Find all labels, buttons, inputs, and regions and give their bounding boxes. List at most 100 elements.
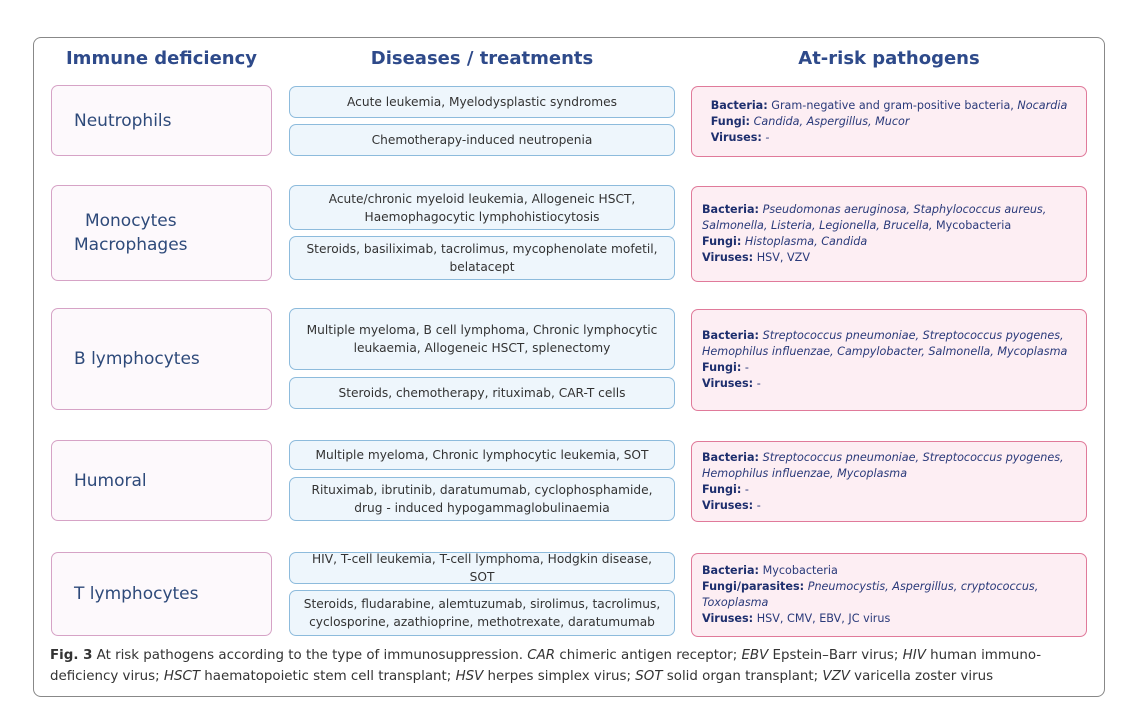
pathogen-label: Bacteria: [702,450,760,464]
deficiency-line: B lymphocytes [74,349,200,369]
deficiency-line: T lymphocytes [74,584,199,604]
pathogen-text: - [756,377,761,390]
pathogen-label: Fungi: [702,482,742,496]
pathogen-label: Viruses: [702,377,754,390]
caption-text: EBV [741,648,769,663]
caption-text: HIV [902,648,926,663]
pathogen-box: Bacteria: Streptococcus pneumoniae, Stre… [691,309,1087,411]
caption-text: Fig. 3 [50,648,93,663]
disease-text: Acute/chronic myeloid leukemia, Allogene… [328,191,636,224]
pathogen-box: Bacteria: Pseudomonas aeruginosa, Staphy… [691,186,1087,282]
figure-frame [33,37,1105,697]
pathogen-text: Streptococcus pneumoniae, Streptococcus … [702,329,1068,358]
pathogen-line: Viruses: - [711,130,1068,146]
pathogen-label: Viruses: [702,498,754,512]
pathogen-line: Fungi: Histoplasma, Candida [702,234,1076,250]
deficiency-label: Neutrophils [74,109,172,133]
deficiency-box: T lymphocytes [51,552,272,636]
disease-text: HIV, T-cell leukemia, T-cell lymphoma, H… [312,552,652,584]
pathogen-label: Bacteria: [710,98,768,112]
pathogen-line: Fungi/parasites: Pneumocystis, Aspergill… [702,579,1076,611]
caption-text: HSCT [163,669,201,684]
pathogen-text: HSV, CMV, EBV, JC virus [756,612,891,625]
disease-box: Steroids, fludarabine, alemtuzumab, siro… [289,590,675,636]
deficiency-line: Macrophages [74,235,188,255]
pathogen-text: Pneumocystis, Aspergillus, cryptococcus,… [702,580,1039,609]
pathogen-label: Fungi: [702,361,742,374]
pathogen-line: Viruses: HSV, CMV, EBV, JC virus [702,611,1076,627]
pathogen-line: Fungi: - [702,482,1076,498]
pathogen-list: Bacteria: Streptococcus pneumoniae, Stre… [702,328,1076,392]
pathogen-text: Streptococcus pneumoniae, Streptococcus … [702,450,1064,480]
disease-text: Acute leukemia, Myelodysplastic syndrome… [347,95,617,109]
pathogen-label: Viruses: [710,130,762,144]
caption-text: SOT [635,669,663,684]
disease-text: Multiple myeloma, B cell lymphoma, Chron… [306,323,658,355]
disease-box: Multiple myeloma, B cell lymphoma, Chron… [289,308,675,370]
disease-box: Rituximab, ibrutinib, daratumumab, cyclo… [289,477,675,521]
pathogen-text: Mycobacteria [762,564,838,577]
deficiency-line: Monocytes [84,211,177,231]
deficiency-label: B lymphocytes [74,347,200,371]
pathogen-text: Pseudomonas aeruginosa, Staphylococcus a… [702,203,1047,232]
caption-text: Epstein–Barr virus; [768,648,903,663]
disease-box: HIV, T-cell leukemia, T-cell lymphoma, H… [289,552,675,584]
pathogen-label: Bacteria: [702,203,760,216]
caption-text: varicella zoster virus [849,669,994,684]
pathogen-text: Gram-negative and gram-positive bacteria… [771,98,1018,112]
pathogen-line: Viruses: - [702,498,1076,514]
caption-text: CAR [527,648,556,663]
pathogen-label: Bacteria: [702,329,760,342]
disease-text: Steroids, chemotherapy, rituximab, CAR-T… [338,386,626,400]
caption-text: solid organ transplant; [662,669,823,684]
disease-box: Acute leukemia, Myelodysplastic syndrome… [289,86,675,118]
pathogen-box: Bacteria: Gram-negative and gram-positiv… [691,86,1087,157]
pathogen-line: Fungi: - [702,360,1076,376]
pathogen-text: Nocardia [1017,98,1068,112]
disease-text: Rituximab, ibrutinib, daratumumab, cyclo… [311,483,653,515]
caption-text: chimeric antigen receptor; [555,648,742,663]
pathogen-box: Bacteria: Mycobacteria Fungi/parasites: P… [691,553,1087,637]
pathogen-list: Bacteria: Mycobacteria Fungi/parasites: P… [702,563,1076,627]
pathogen-line: Fungi: Candida, Aspergillus, Mucor [711,114,1068,130]
disease-text: Steroids, fludarabine, alemtuzumab, siro… [303,597,661,629]
pathogen-text: Candida, Aspergillus, Mucor [753,114,910,128]
pathogen-label: Bacteria: [702,564,760,577]
caption: Fig. 3 At risk pathogens according to th… [50,645,1090,687]
disease-text: Multiple myeloma, Chronic lymphocytic le… [315,448,649,462]
deficiency-box: Neutrophils [51,85,272,156]
caption-text: HSV [455,669,484,684]
pathogen-label: Fungi/parasites: [702,580,805,593]
pathogen-text: Histoplasma, Candida [744,235,868,248]
pathogen-label: Viruses: [702,612,754,625]
deficiency-box: Humoral [51,440,272,521]
pathogen-line: Bacteria: Pseudomonas aeruginosa, Staphy… [702,202,1076,234]
caption-text: human immuno-deficiency virus; [50,648,1042,684]
pathogen-label: Fungi: [702,235,742,248]
caption-text: At risk pathogens according to the type … [92,648,528,663]
pathogen-line: Bacteria: Mycobacteria [702,563,1076,579]
pathogen-label: Viruses: [702,251,754,264]
caption-text: haematopoietic stem cell transplant; [200,669,456,684]
disease-box: Steroids, chemotherapy, rituximab, CAR-T… [289,377,675,409]
disease-box: Steroids, basiliximab, tacrolimus, mycop… [289,236,675,280]
deficiency-line: Humoral [74,470,147,491]
column-header: Immune deficiency [65,48,257,69]
pathogen-text: - [765,130,770,144]
deficiency-label: Humoral [74,469,147,493]
pathogen-box: Bacteria: Streptococcus pneumoniae, Stre… [691,441,1087,522]
disease-text: Steroids, basiliximab, tacrolimus, mycop… [306,242,658,274]
pathogen-text: - [756,498,761,512]
pathogen-list: Bacteria: Gram-negative and gram-positiv… [711,98,1068,146]
deficiency-line: Neutrophils [74,110,172,131]
pathogen-text: Mycobacteria [936,219,1012,232]
pathogen-list: Bacteria: Streptococcus pneumoniae, Stre… [702,450,1076,514]
pathogen-line: Bacteria: Gram-negative and gram-positiv… [711,98,1068,114]
pathogen-text: - [744,482,749,496]
pathogen-line: Bacteria: Streptococcus pneumoniae, Stre… [702,450,1076,482]
deficiency-label: T lymphocytes [74,582,199,606]
deficiency-label: Monocytes Macrophages [74,209,188,257]
deficiency-box: B lymphocytes [51,308,272,410]
disease-box: Multiple myeloma, Chronic lymphocytic le… [289,440,675,470]
